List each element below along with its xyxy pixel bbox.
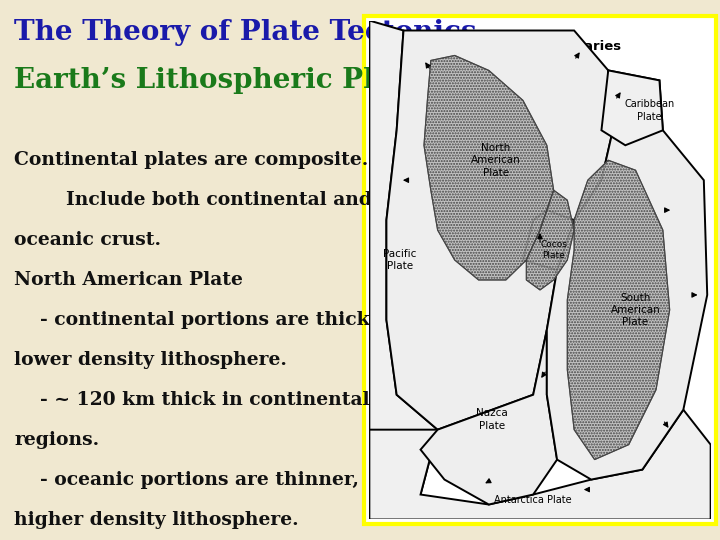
Text: - ~ 120 km thick in continental: - ~ 120 km thick in continental [14,391,370,409]
Polygon shape [601,70,663,145]
Text: higher density lithosphere.: higher density lithosphere. [14,511,299,529]
Polygon shape [546,70,707,480]
Text: Cocos
Plate: Cocos Plate [540,240,567,260]
Text: Antarctica Plate: Antarctica Plate [495,495,572,504]
Text: North
American
Plate: North American Plate [471,143,521,178]
Text: Caribbean
Plate: Caribbean Plate [624,99,675,122]
Text: lower density lithosphere.: lower density lithosphere. [14,351,287,369]
Text: The Theory of Plate Tectonics: The Theory of Plate Tectonics [14,19,477,46]
Bar [364,16,716,524]
Text: Include both continental and: Include both continental and [14,191,372,209]
Polygon shape [424,56,554,280]
Text: South
American
Plate: South American Plate [611,293,660,327]
Text: Pacific
Plate: Pacific Plate [383,249,417,271]
Text: Nazca
Plate: Nazca Plate [477,408,508,431]
Text: Plate Boundaries: Plate Boundaries [493,40,621,53]
Text: Continental plates are composite.: Continental plates are composite. [14,151,369,169]
Text: regions.: regions. [14,431,99,449]
Polygon shape [387,30,615,430]
Polygon shape [369,21,438,519]
Polygon shape [523,210,574,270]
Text: North American Plate: North American Plate [14,271,243,289]
Text: - continental portions are thicker,: - continental portions are thicker, [14,311,397,329]
Polygon shape [526,190,574,290]
Text: - oceanic portions are thinner,: - oceanic portions are thinner, [14,471,359,489]
Polygon shape [369,410,711,519]
Text: oceanic crust.: oceanic crust. [14,231,161,249]
Text: Earth’s Lithospheric Plates: Earth’s Lithospheric Plates [14,68,438,94]
Polygon shape [567,160,670,460]
Polygon shape [420,330,557,504]
